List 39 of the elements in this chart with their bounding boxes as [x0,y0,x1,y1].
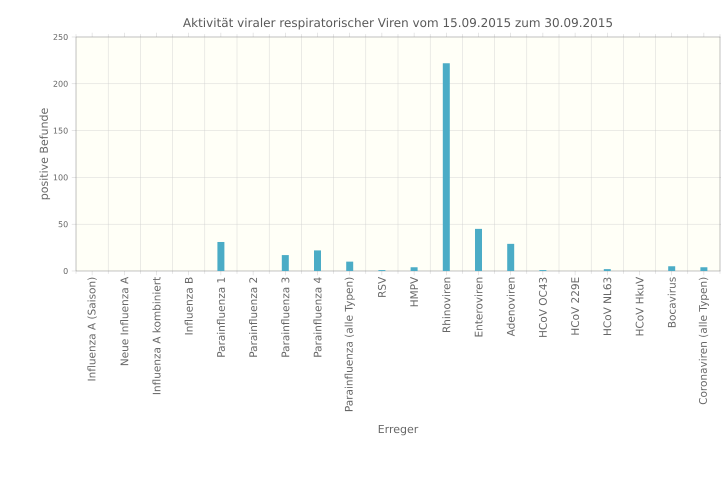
x-tick-label: HCoV NL63 [603,278,612,335]
bar [282,255,289,271]
y-tick-label: 250 [54,34,68,40]
x-tick-label: Adenoviren [506,278,515,336]
x-tick-label: Parainfluenza 4 [313,277,322,357]
bar [442,63,450,271]
x-tick-label: Enteroviren [474,278,483,336]
y-tick-label: 150 [54,128,68,134]
x-tick-label: Parainfluenza 1 [216,278,225,357]
x-tick-label: Influenza A (Saison) [87,278,97,380]
x-tick-label: Coronaviren (alle Typen) [698,278,709,404]
bar [668,266,676,271]
bar [507,244,514,271]
x-tick-label: HCoV 229E [571,277,580,335]
bar [346,262,354,271]
x-tick-label: Bocavirus [668,277,676,328]
x-tick-label: Influenza B [184,278,193,334]
y-tick-label: 200 [54,80,68,87]
y-tick-label: 100 [54,174,68,180]
x-tick-label: Parainfluenza (alle Typen) [344,278,355,412]
bar [314,250,322,271]
y-axis-title: positive Befunde [39,108,50,200]
x-tick-label: Rhinoviren [442,278,450,332]
x-tick-label: Neue Influenza A [120,276,128,366]
x-tick-label: RSV [378,276,386,297]
x-tick-label: HCoV OC43 [538,278,547,337]
x-tick-label: HMPV [410,276,418,306]
y-tick-label: 0 [64,268,68,274]
x-axis-title: Erreger [378,424,418,436]
x-tick-label: Influenza A kombiniert [152,277,161,394]
y-tick-label: 50 [58,221,68,228]
bar [700,267,708,271]
chart-title: Aktivität viraler respiratorischer Viren vom 15.09.2015 zum 30.09.2015 [183,18,612,30]
bar [410,267,418,271]
x-tick-label: Parainfluenza 3 [281,278,290,357]
bar [475,228,482,271]
bar [217,242,224,271]
x-tick-label: Parainfluenza 2 [249,278,258,357]
x-tick-label: HCoV HkuV [635,276,644,336]
